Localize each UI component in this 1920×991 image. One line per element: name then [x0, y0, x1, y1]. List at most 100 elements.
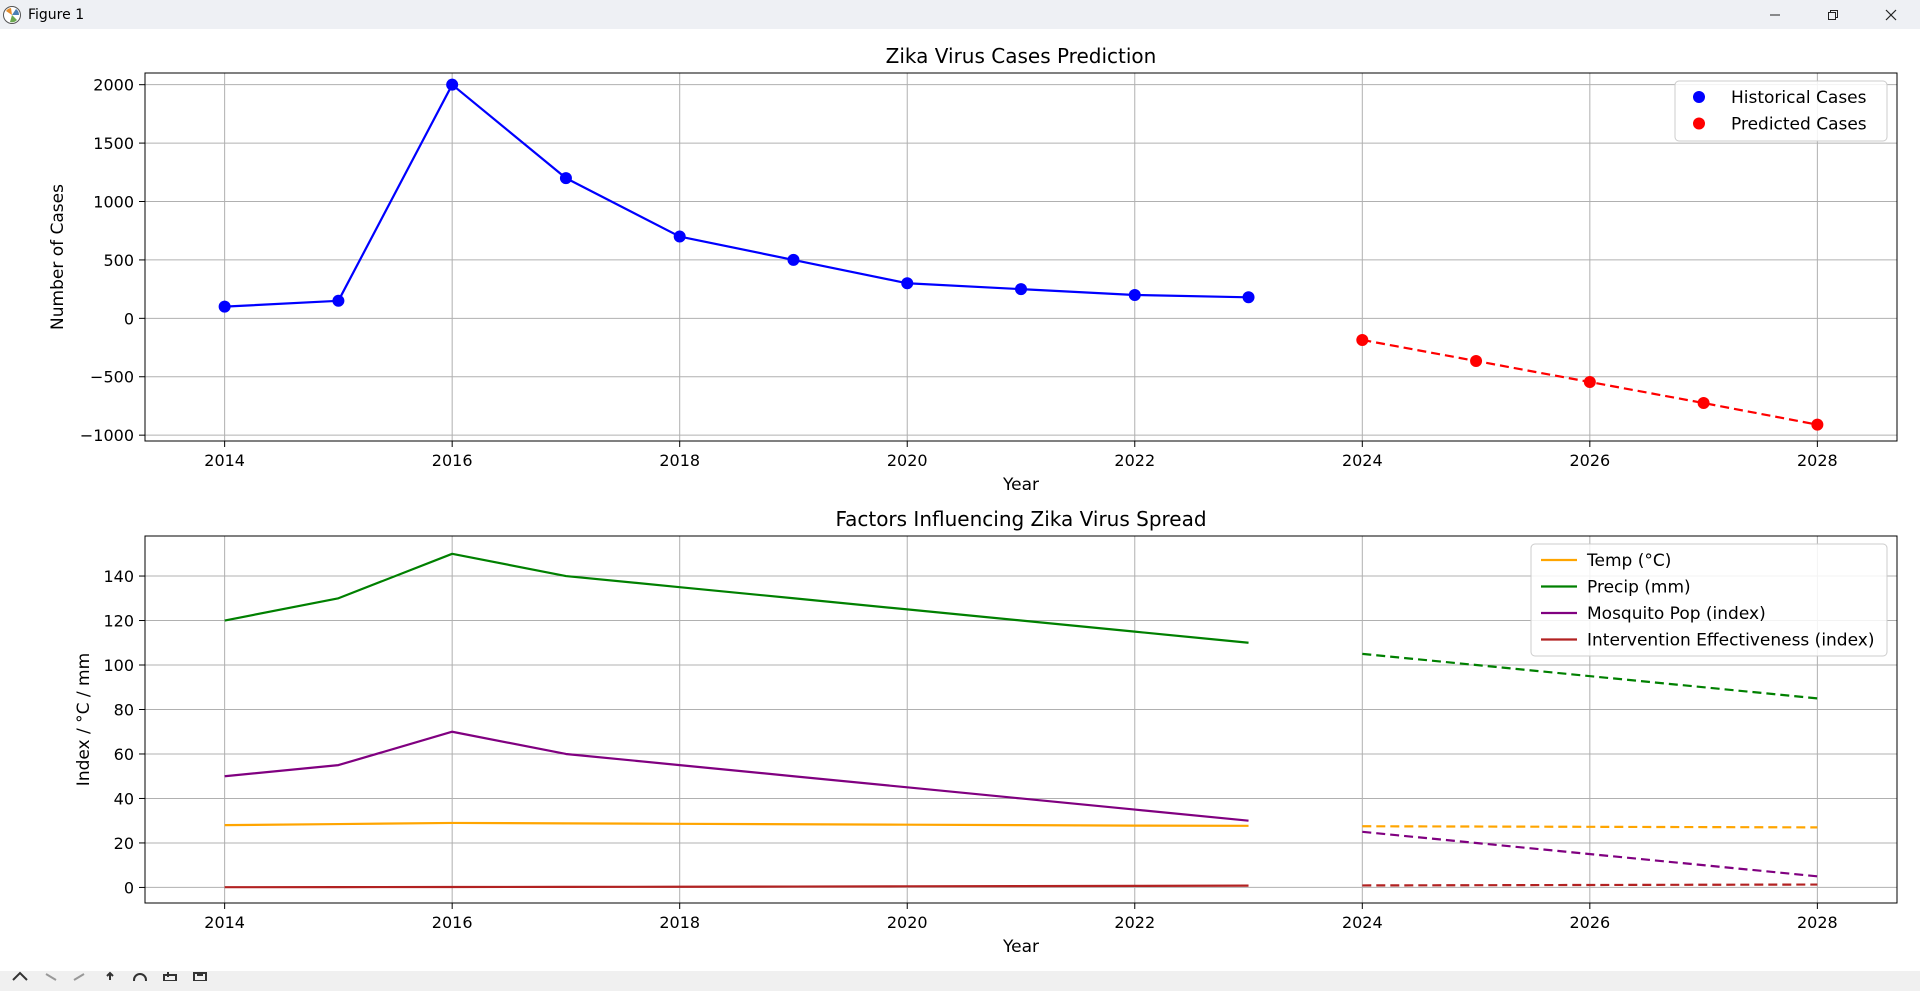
minimize-icon	[1770, 14, 1780, 15]
legend-box	[1674, 80, 1888, 142]
x-tick-label: 2026	[1569, 451, 1610, 470]
data-point	[1583, 376, 1596, 389]
zoom-icon	[133, 973, 147, 981]
pan-icon	[106, 971, 114, 980]
legend-entry-label: Intervention Effectiveness (index)	[1587, 631, 1874, 651]
save-icon	[193, 972, 207, 981]
series-line-7	[1362, 830, 1818, 878]
data-point	[1697, 397, 1710, 410]
legend-marker	[1693, 117, 1705, 130]
legend-box	[1530, 543, 1888, 657]
y-tick-label: 1500	[93, 134, 134, 153]
series-line-5	[1362, 825, 1818, 829]
series-line-3	[224, 730, 1249, 822]
x-tick-label: 2028	[1797, 913, 1838, 932]
axes-frame	[144, 72, 1898, 442]
x-axis-label: Year	[1002, 475, 1039, 495]
y-tick-label: 100	[103, 656, 134, 675]
close-button[interactable]	[1862, 0, 1920, 29]
series-line-1	[224, 83, 1249, 308]
data-point	[1015, 283, 1027, 296]
series-line-1	[224, 821, 1249, 827]
y-tick-label: 0	[124, 878, 134, 897]
y-tick-label: 2000	[93, 76, 134, 95]
data-point	[559, 172, 572, 185]
home-button[interactable]	[10, 971, 30, 991]
minimize-button[interactable]	[1746, 0, 1804, 29]
save-button[interactable]	[190, 971, 210, 991]
window-titlebar: Figure 1	[0, 0, 1920, 29]
pan-button[interactable]	[100, 971, 120, 991]
legend-entry-label: Predicted Cases	[1731, 115, 1867, 135]
configure-icon	[163, 972, 177, 981]
forward-button[interactable]	[70, 971, 90, 991]
x-tick-label: 2028	[1797, 451, 1838, 470]
back-icon	[45, 973, 57, 981]
zoom-button[interactable]	[130, 971, 150, 991]
x-axis-label: Year	[1002, 937, 1039, 957]
x-tick-label: 2020	[887, 451, 928, 470]
chart-1: 2014 2016 2018 2020 2022 2024 2026 2028 −1000 −50…	[48, 44, 1898, 495]
matplotlib-logo-icon	[3, 5, 21, 24]
x-tick-label: 2014	[204, 913, 245, 932]
x-tick-label: 2026	[1569, 913, 1610, 932]
x-tick-label: 2024	[1342, 913, 1383, 932]
data-point	[218, 300, 231, 313]
legend-entry-label: Precip (mm)	[1587, 578, 1691, 598]
data-point	[332, 294, 345, 307]
y-tick-label: 500	[103, 251, 134, 270]
data-point	[1811, 418, 1824, 431]
figure-svg: 2014 2016 2018 2020 2022 2024 2026 2028 −1000 −50…	[48, 44, 1898, 957]
y-tick-label: 120	[103, 612, 134, 631]
axes-frame	[144, 535, 1898, 904]
chart-title: Zika Virus Cases Prediction	[886, 44, 1157, 68]
restore-icon	[1828, 9, 1838, 20]
close-icon	[1885, 9, 1897, 20]
x-tick-label: 2014	[204, 451, 245, 470]
legend-entry-label: Temp (°C)	[1586, 551, 1671, 571]
y-tick-label: 1000	[93, 193, 134, 212]
chart-2: 2014 2016 2018 2020 2022 2024 2026 2028 0 20 40 60 8…	[74, 507, 1898, 957]
legend-entry-label: Historical Cases	[1731, 88, 1867, 108]
data-point	[1128, 288, 1141, 301]
y-tick-label: 80	[114, 700, 134, 719]
y-tick-label: 140	[103, 567, 134, 586]
x-tick-label: 2018	[659, 451, 700, 470]
data-point	[1470, 354, 1483, 367]
x-tick-label: 2016	[432, 451, 473, 470]
x-tick-label: 2020	[887, 913, 928, 932]
x-tick-label: 2022	[1114, 913, 1155, 932]
navigation-toolbar	[0, 971, 1920, 991]
y-tick-label: 60	[114, 745, 134, 764]
y-tick-label: −1000	[80, 426, 134, 445]
legend-marker	[1693, 91, 1705, 103]
x-tick-label: 2016	[432, 913, 473, 932]
series-line-8	[1362, 883, 1818, 887]
data-point	[787, 253, 800, 266]
figure-canvas: 2014 2016 2018 2020 2022 2024 2026 2028 −1000 −50…	[0, 29, 1920, 971]
x-tick-label: 2022	[1114, 451, 1155, 470]
y-axis-label: Number of Cases	[48, 184, 68, 330]
y-tick-label: −500	[90, 368, 134, 387]
configure-button[interactable]	[160, 971, 180, 991]
back-button[interactable]	[40, 971, 60, 991]
y-tick-label: 0	[124, 309, 134, 328]
data-point	[446, 78, 459, 91]
window-title: Figure 1	[28, 6, 85, 23]
series-line-4	[224, 884, 1249, 889]
chart-title: Factors Influencing Zika Virus Spread	[835, 507, 1206, 531]
forward-icon	[73, 973, 85, 981]
series-line-6	[1362, 652, 1818, 700]
home-icon	[12, 971, 28, 981]
x-tick-label: 2018	[659, 913, 700, 932]
y-tick-label: 20	[114, 834, 134, 853]
x-tick-label: 2024	[1342, 451, 1383, 470]
data-point	[673, 230, 686, 243]
y-axis-label: Index / °C / mm	[74, 653, 94, 786]
data-point	[1356, 333, 1369, 346]
restore-button[interactable]	[1804, 0, 1862, 29]
legend-entry-label: Mosquito Pop (index)	[1587, 604, 1766, 624]
data-point	[1242, 291, 1255, 304]
y-tick-label: 40	[114, 789, 134, 808]
data-point	[901, 277, 914, 290]
